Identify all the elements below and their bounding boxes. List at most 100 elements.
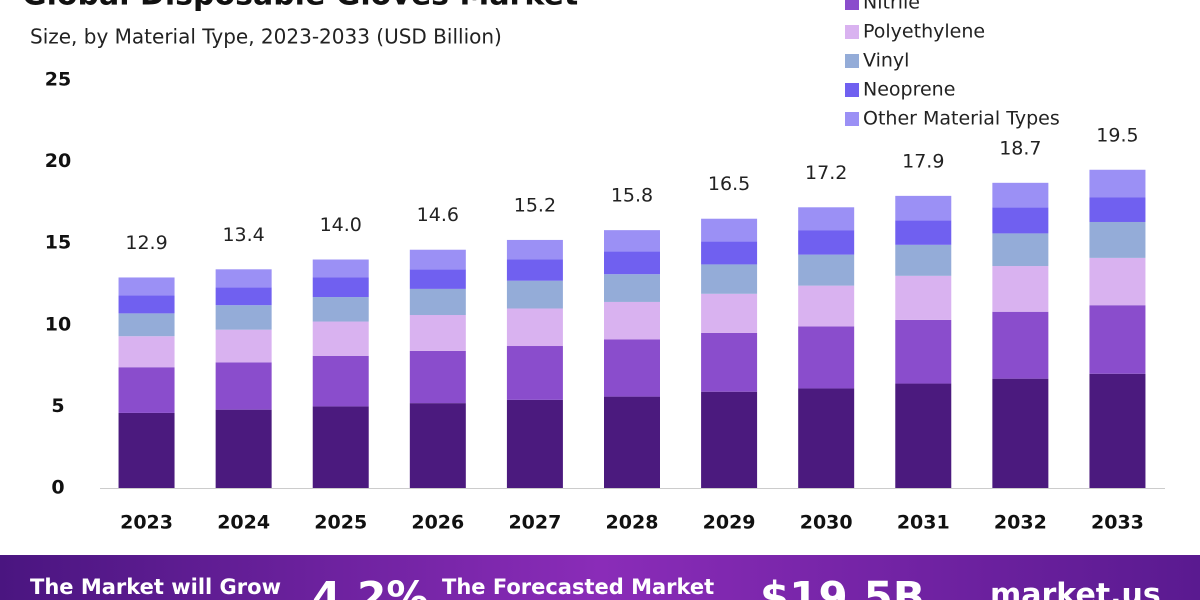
bar-segment — [118, 367, 175, 413]
y-tick-label: 0 — [51, 477, 64, 499]
legend-swatch — [845, 54, 859, 68]
bar-segment — [1089, 257, 1146, 306]
bar-segment — [895, 195, 952, 221]
bar-segment — [604, 274, 660, 302]
bar-segment — [1089, 197, 1146, 222]
bar-segment — [604, 396, 660, 488]
bar-segment — [992, 378, 1049, 488]
bar-segment — [215, 287, 272, 306]
bar-segment — [701, 264, 758, 294]
bar-segment — [992, 233, 1049, 267]
total-label: 18.7 — [999, 137, 1041, 159]
bar-segment — [215, 305, 272, 330]
bar-segment — [798, 207, 855, 231]
banner-value: $19.5B — [760, 573, 925, 600]
bar-segment — [312, 406, 369, 488]
bar-segment — [604, 251, 660, 275]
bar-segment — [701, 218, 758, 242]
bar-segment — [701, 241, 758, 265]
legend-label: Polyethylene — [863, 21, 985, 43]
legend-label: Nitrile — [863, 0, 920, 14]
banner — [0, 555, 1200, 600]
bar-segment — [1089, 169, 1146, 198]
bar-segment — [118, 412, 175, 488]
x-tick-label: 2030 — [800, 512, 853, 534]
total-label: 19.5 — [1096, 124, 1138, 146]
bar-segment — [215, 409, 272, 488]
y-tick-label: 20 — [45, 150, 71, 172]
x-tick-label: 2033 — [1091, 512, 1144, 534]
x-tick-label: 2031 — [897, 512, 950, 534]
x-tick-label: 2028 — [606, 512, 659, 534]
legend-swatch — [845, 25, 859, 39]
bar-segment — [409, 403, 466, 488]
banner-text: The Market will Grow — [30, 575, 281, 599]
legend-label: Neoprene — [863, 79, 955, 101]
bar-segment — [118, 336, 175, 368]
bar-segment — [215, 362, 272, 410]
y-tick-label: 5 — [51, 395, 64, 417]
total-label: 16.5 — [708, 173, 750, 195]
bar-segment — [895, 244, 952, 276]
bar-segment — [215, 329, 272, 363]
banner-text: The Forecasted Market — [442, 575, 714, 599]
x-tick-label: 2026 — [411, 512, 464, 534]
total-label: 14.0 — [320, 214, 362, 236]
bar-segment — [409, 315, 466, 351]
legend-label: Vinyl — [863, 50, 909, 72]
bar-segment — [798, 285, 855, 327]
y-tick-label: 10 — [45, 313, 71, 335]
legend-label: Other Material Types — [863, 108, 1060, 130]
bar-segment — [992, 207, 1049, 234]
bar-segment — [506, 346, 563, 400]
bar-segment — [604, 339, 660, 397]
bar-segment — [992, 182, 1049, 208]
x-tick-label: 2023 — [120, 512, 173, 534]
bar-segment — [1089, 305, 1146, 374]
chart-subtitle: Size, by Material Type, 2023-2033 (USD B… — [30, 25, 502, 49]
bar-segment — [312, 297, 369, 322]
bar-segment — [118, 277, 175, 296]
bar-segment — [798, 388, 855, 488]
bar-segment — [409, 288, 466, 316]
bar-segment — [1089, 221, 1146, 258]
bar-segment — [506, 259, 563, 281]
bar-segment — [992, 311, 1049, 379]
bar-segment — [895, 383, 952, 488]
legend-swatch — [845, 83, 859, 97]
bar-segment — [312, 355, 369, 407]
bar-segment — [312, 259, 369, 278]
bar-segment — [798, 254, 855, 286]
bar-segment — [798, 230, 855, 255]
bar-segment — [1089, 373, 1146, 488]
total-label: 13.4 — [222, 224, 264, 246]
bar-segment — [118, 295, 175, 314]
bar-segment — [701, 391, 758, 488]
total-label: 12.9 — [125, 232, 167, 254]
bar-segment — [409, 249, 466, 270]
y-tick-label: 15 — [45, 232, 71, 254]
bar-segment — [604, 230, 660, 252]
bar-segment — [506, 399, 563, 488]
bar-segment — [506, 308, 563, 347]
total-label: 15.8 — [611, 185, 653, 207]
bar-segment — [895, 275, 952, 320]
chart-title: Global Disposable Gloves Market — [22, 0, 578, 13]
total-label: 15.2 — [514, 194, 556, 216]
bar-segment — [409, 269, 466, 289]
total-label: 17.2 — [805, 162, 847, 184]
bar-segment — [604, 301, 660, 340]
bar-segment — [312, 277, 369, 298]
bar-segment — [701, 332, 758, 392]
bar-segment — [215, 269, 272, 288]
x-tick-label: 2027 — [508, 512, 561, 534]
bar-segment — [409, 350, 466, 404]
bar-segment — [798, 326, 855, 389]
legend-swatch — [845, 0, 859, 10]
bar-segment — [895, 319, 952, 384]
y-tick-label: 25 — [45, 69, 71, 91]
bar-segment — [992, 266, 1049, 312]
bar-segment — [895, 220, 952, 245]
x-tick-label: 2029 — [703, 512, 756, 534]
